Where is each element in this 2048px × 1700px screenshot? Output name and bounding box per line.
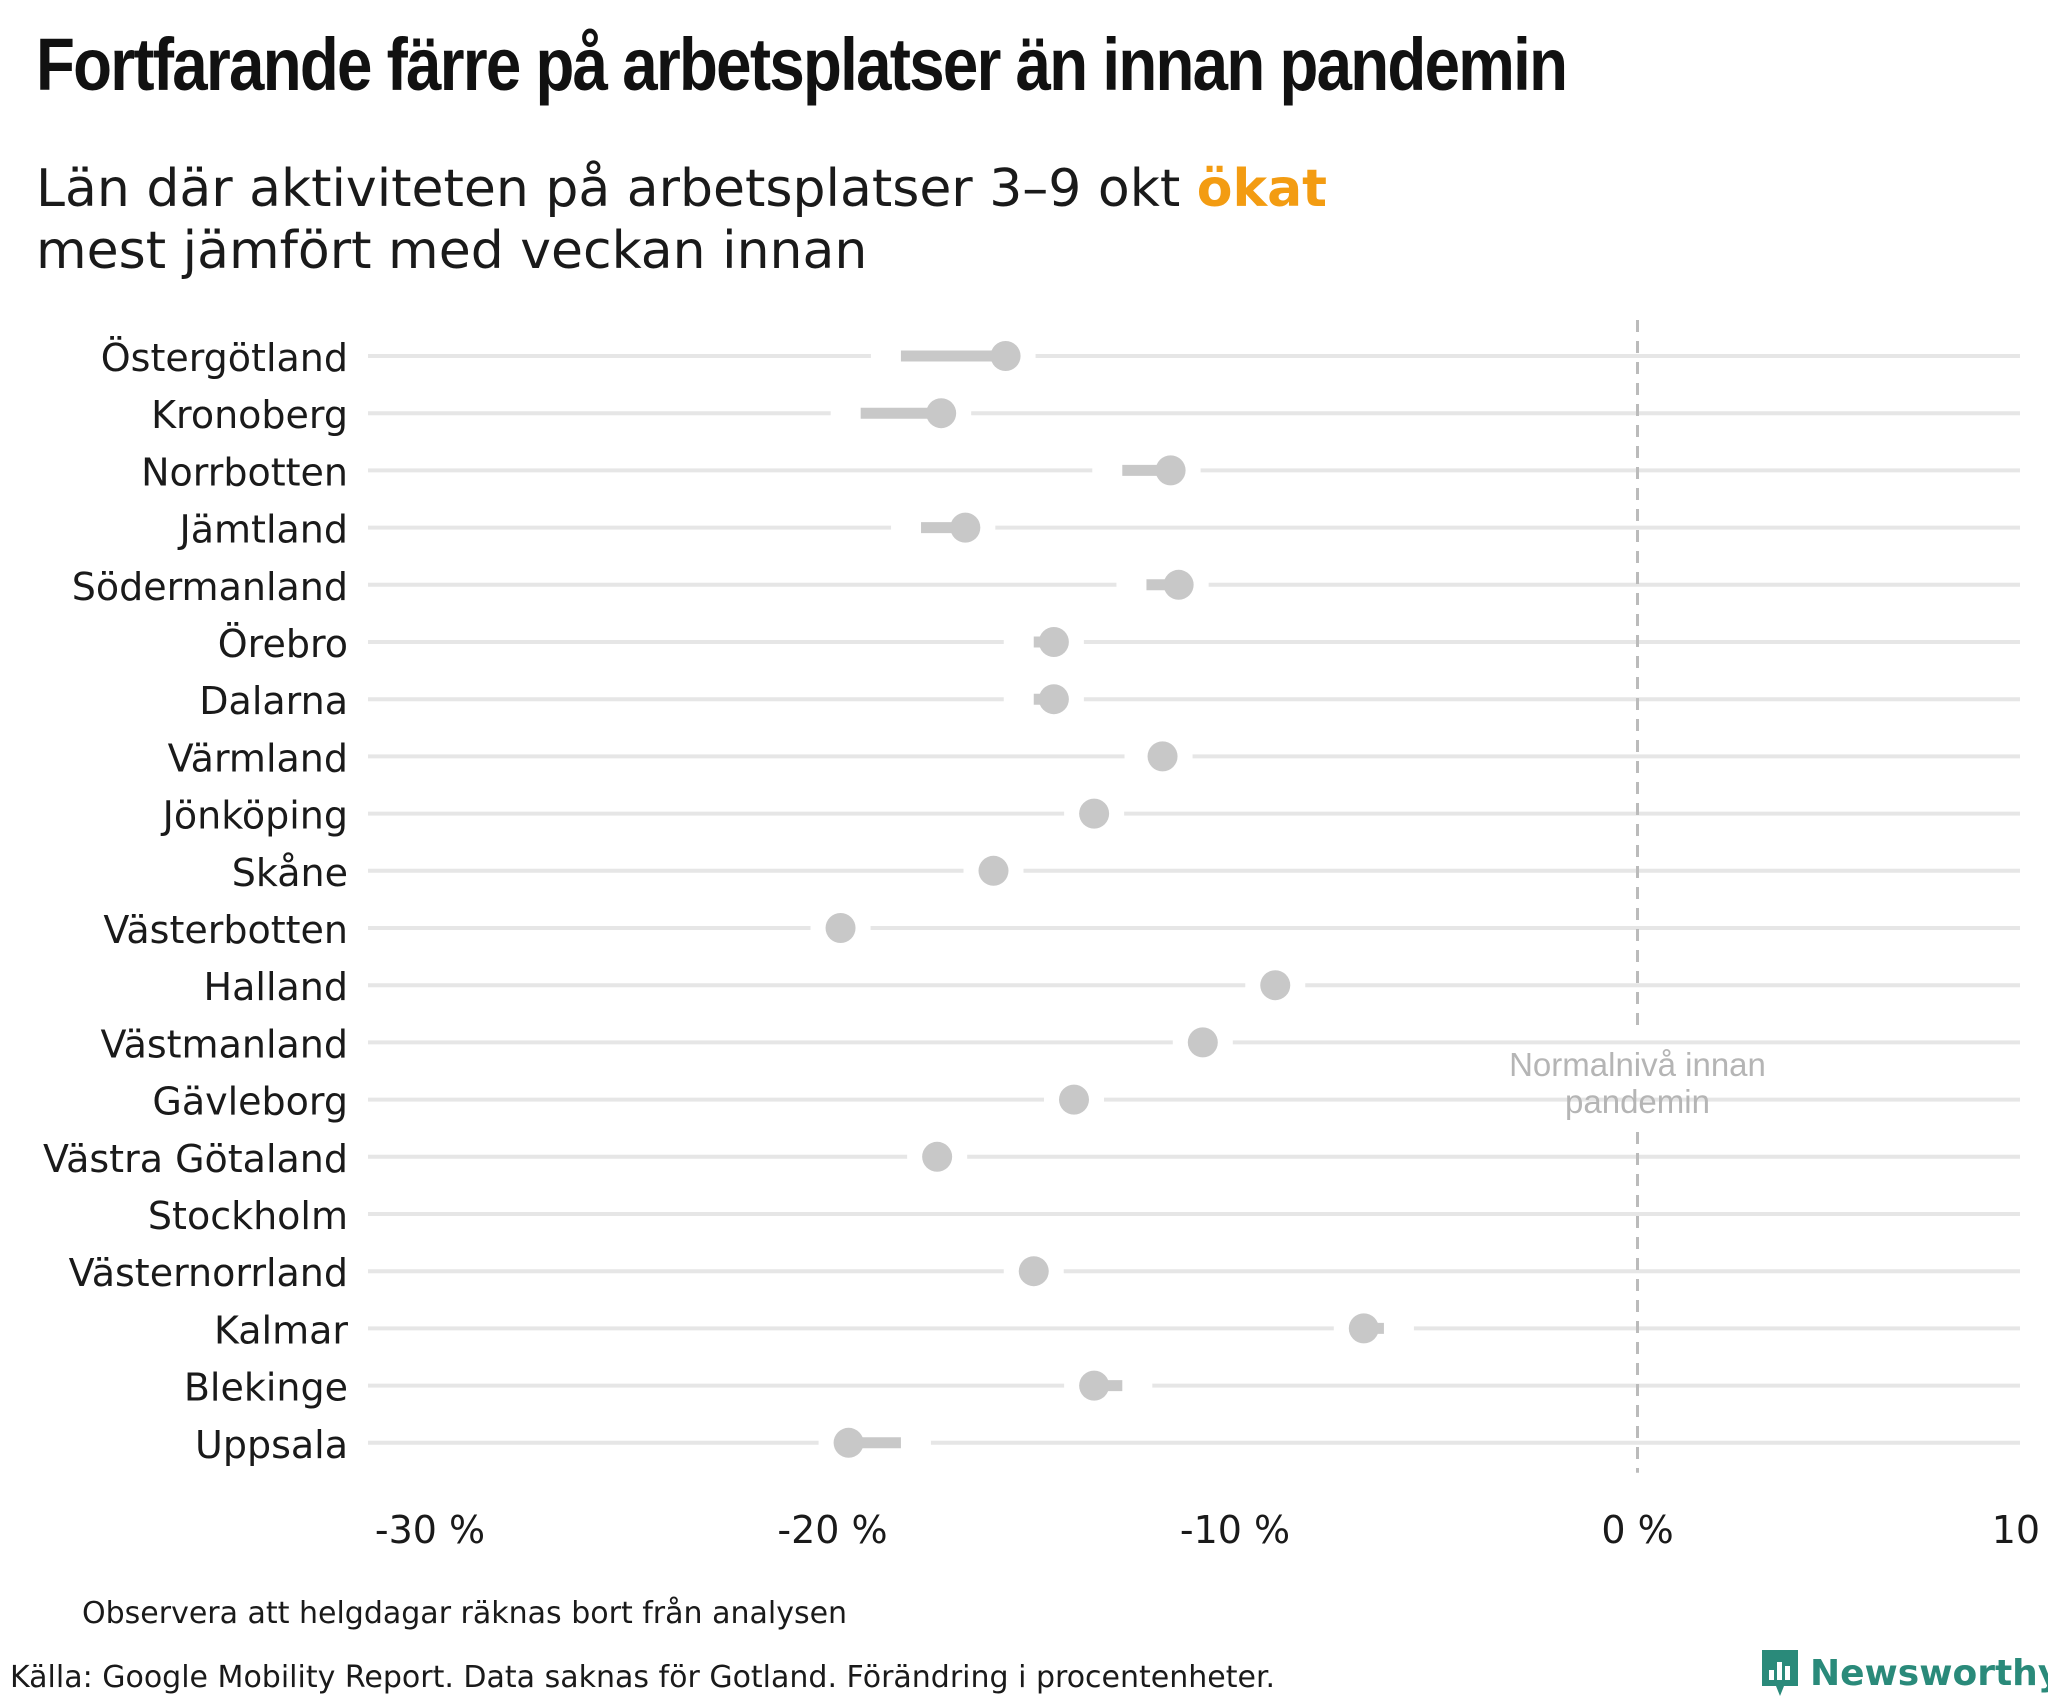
data-point [1079, 798, 1110, 829]
brand-logo: Newsworthy [1760, 1648, 2048, 1698]
category-label: Halland [204, 965, 348, 1009]
data-point [1038, 627, 1069, 657]
data-point [922, 1141, 953, 1172]
chart-title: Fortfarande färre på arbetsplatser än in… [36, 23, 1568, 106]
brand-name: Newsworthy [1810, 1652, 2048, 1694]
chart-subtitle: Län där aktiviteten på arbetsplatser 3–9… [36, 158, 1327, 282]
data-point [1163, 569, 1194, 600]
x-tick-label: -30 % [375, 1508, 485, 1552]
x-axis-labels: -30 % -20 % -10 % 0 % 10 % [375, 1508, 2048, 1552]
category-label: Östergötland [101, 336, 348, 380]
data-point [1155, 455, 1186, 486]
subtitle-text: Län där aktiviteten på arbetsplatser 3–9… [36, 159, 1197, 219]
data-point [833, 1427, 864, 1458]
category-label: Gävleborg [152, 1080, 348, 1124]
category-label: Västmanland [101, 1022, 348, 1066]
data-point [990, 341, 1021, 371]
data-point [1038, 684, 1069, 715]
data-point [825, 913, 856, 943]
category-label: Värmland [168, 736, 348, 780]
y-axis-labels: Östergötland Kronoberg Norrbotten Jämtland S… [43, 336, 348, 1467]
category-label: Stockholm [148, 1194, 348, 1238]
x-tick-label: -10 % [1180, 1508, 1290, 1552]
data-point [1187, 1027, 1218, 1058]
category-label: Örebro [218, 622, 348, 666]
data-point [1348, 1313, 1379, 1344]
data-point [1079, 1370, 1110, 1401]
category-label: Skåne [232, 851, 348, 895]
category-label: Västernorrland [69, 1251, 348, 1295]
newsworthy-logo-icon [1762, 1650, 1798, 1696]
category-label: Dalarna [199, 679, 348, 723]
category-label: Norrbotten [141, 450, 348, 494]
footnote: Observera att helgdagar räknas bort från… [82, 1596, 848, 1631]
x-tick-label: 10 % [1992, 1508, 2048, 1552]
source-note: Källa: Google Mobility Report. Data sakn… [10, 1660, 1276, 1695]
reference-line-label: Normalnivå innan [1509, 1046, 1766, 1083]
category-label: Kronoberg [151, 393, 348, 437]
subtitle-highlight: ökat [1196, 159, 1328, 219]
category-label: Jämtland [178, 508, 348, 552]
data-point [950, 512, 981, 543]
data-point [1260, 970, 1291, 1001]
category-label: Västerbotten [103, 908, 348, 952]
data-point [978, 855, 1009, 886]
category-label: Västra Götaland [43, 1137, 348, 1181]
x-tick-label: 0 % [1601, 1508, 1673, 1552]
gridlines [368, 354, 2020, 1445]
reference-line-label: pandemin [1565, 1083, 1710, 1120]
category-label: Blekinge [184, 1366, 348, 1410]
x-tick-label: -20 % [777, 1508, 887, 1552]
subtitle-text-line2: mest jämfört med veckan innan [36, 221, 868, 281]
category-label: Kalmar [214, 1308, 348, 1352]
data-point [926, 398, 957, 429]
chart-marks [825, 341, 1384, 1458]
category-label: Jönköping [161, 794, 348, 838]
data-point [1059, 1084, 1089, 1115]
data-point [1018, 1256, 1049, 1287]
category-label: Uppsala [195, 1423, 348, 1467]
data-point [1147, 741, 1178, 772]
category-label: Södermanland [72, 565, 348, 609]
